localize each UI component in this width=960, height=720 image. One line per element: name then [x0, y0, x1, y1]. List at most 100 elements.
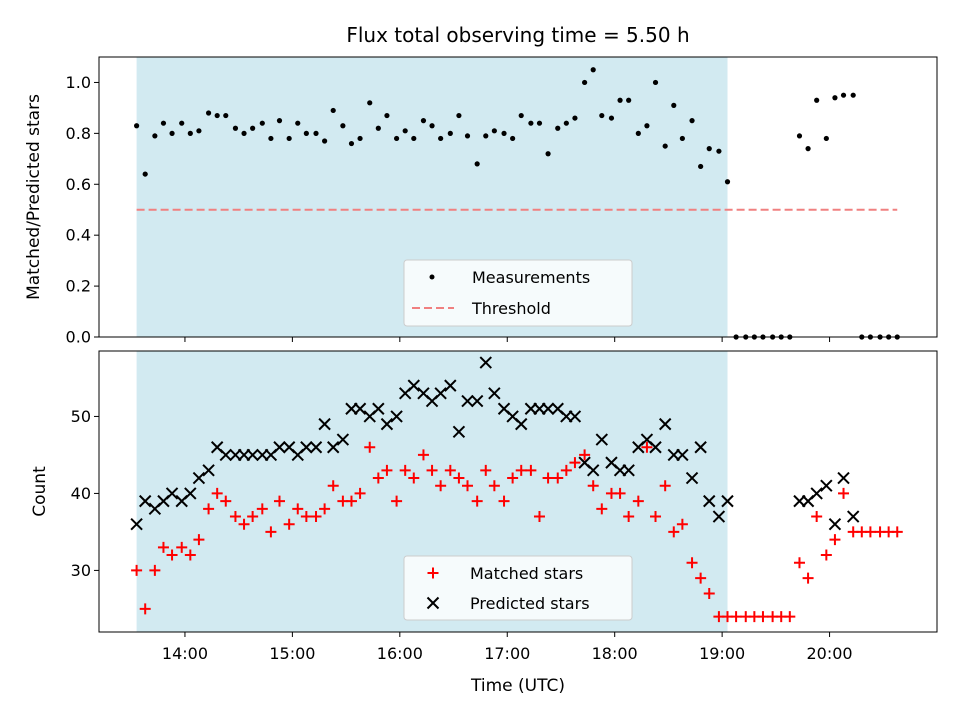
predicted-star-point	[353, 402, 367, 415]
measurement-point	[617, 97, 623, 103]
predicted-star-point	[246, 448, 259, 462]
x-tick-label: 20:00	[807, 644, 853, 663]
predicted-star-point	[676, 448, 689, 462]
matched-star-point	[283, 518, 295, 530]
matched-star-point	[238, 518, 250, 530]
predicted-star-point	[327, 441, 340, 454]
predicted-star-point	[541, 402, 555, 415]
measurement-point	[420, 118, 427, 124]
predicted-star-point	[685, 471, 699, 485]
measurement-point	[384, 112, 390, 119]
measurement-point	[599, 112, 605, 119]
y-tick-label: 0.6	[66, 175, 91, 194]
matched-star-point	[364, 441, 376, 453]
matched-star-point	[211, 487, 223, 499]
matched-star-point	[480, 464, 492, 476]
predicted-star-point	[515, 417, 528, 431]
y-tick-label: 30	[71, 561, 91, 580]
measurement-point	[805, 146, 811, 152]
predicted-star-point	[712, 510, 726, 523]
top-y-label: Matched/Predicted stars	[24, 94, 44, 300]
predicted-star-points	[130, 356, 860, 531]
matched-star-point	[498, 495, 510, 507]
legend-measurements-marker	[429, 274, 435, 280]
matched-star-point	[300, 511, 312, 523]
top-axes-frame	[98, 56, 938, 338]
y-tick-label: 0.0	[66, 328, 91, 347]
matched-star-point	[820, 549, 832, 561]
predicted-star-point	[694, 441, 707, 454]
predicted-star-point	[138, 494, 152, 508]
predicted-star-point	[336, 433, 350, 446]
measurement-point	[438, 135, 444, 142]
matched-star-point	[408, 472, 420, 484]
bottom-panel: 30 40 50 14:00 15:00 16:00 17:00 18:00 19:00 20:…	[30, 350, 938, 696]
measurement-point	[536, 120, 543, 126]
x-tick-label: 18:00	[592, 644, 638, 663]
matched-star-point	[203, 503, 215, 515]
matched-star-point	[533, 511, 545, 523]
predicted-star-point	[184, 487, 197, 500]
legend-matched-label: Matched stars	[470, 564, 583, 583]
predicted-star-point	[810, 487, 823, 500]
matched-star-point	[462, 480, 474, 492]
predicted-star-point	[318, 417, 331, 431]
top-title: Flux total observing time = 5.50 h	[346, 23, 689, 47]
measurement-point	[814, 97, 820, 103]
predicted-star-point	[846, 510, 860, 523]
measurement-point	[840, 92, 847, 98]
predicted-star-point	[165, 487, 179, 500]
measurement-point	[796, 133, 803, 139]
matched-star-point	[569, 457, 581, 469]
predicted-star-point	[434, 387, 447, 400]
measurement-point	[411, 135, 417, 142]
matched-star-point	[273, 495, 285, 507]
predicted-star-point	[658, 417, 672, 431]
legend-predicted-marker	[426, 596, 440, 610]
measurement-point	[142, 171, 148, 177]
measurement-point	[698, 163, 704, 170]
predicted-star-point	[309, 441, 323, 454]
x-tick-label: 17:00	[484, 644, 530, 663]
matched-star-point	[345, 495, 357, 507]
matched-star-point	[676, 518, 688, 530]
matched-star-point	[507, 472, 519, 484]
matched-star-point	[864, 526, 876, 538]
predicted-star-point	[390, 410, 403, 423]
y-tick-label: 40	[71, 484, 91, 503]
measurement-point	[474, 161, 480, 167]
measurement-point	[375, 125, 381, 131]
predicted-star-point	[130, 518, 143, 531]
measurement-point	[429, 123, 435, 129]
measurement-point	[456, 112, 462, 119]
measurement-point	[205, 110, 212, 116]
matched-star-point	[703, 588, 715, 600]
matched-star-point	[596, 503, 608, 515]
top-legend: Measurements Threshold	[403, 259, 633, 327]
measurement-point	[501, 130, 507, 136]
predicted-star-point	[461, 394, 474, 408]
matched-star-point	[417, 449, 429, 461]
measurement-point	[608, 115, 615, 121]
x-tick-label: 16:00	[377, 644, 423, 663]
y-tick-label: 50	[71, 407, 91, 426]
measurement-point	[357, 135, 363, 142]
matched-star-point	[488, 480, 500, 492]
predicted-star-point	[568, 410, 582, 423]
measurement-point	[590, 67, 596, 73]
matched-star-point	[579, 449, 591, 461]
matched-star-point	[641, 441, 653, 453]
matched-star-point	[310, 511, 322, 523]
matched-star-point	[560, 464, 572, 476]
matched-star-point	[650, 511, 662, 523]
measurement-point	[232, 125, 239, 131]
x-tick-label: 19:00	[699, 644, 745, 663]
measurement-point	[268, 135, 274, 142]
measurement-point	[582, 79, 588, 86]
matched-star-point	[542, 472, 554, 484]
matched-star-point	[587, 480, 599, 492]
measurement-point	[510, 135, 516, 142]
matched-star-point	[623, 511, 635, 523]
measurement-point	[152, 133, 158, 139]
legend-measurements-label: Measurements	[472, 268, 590, 287]
